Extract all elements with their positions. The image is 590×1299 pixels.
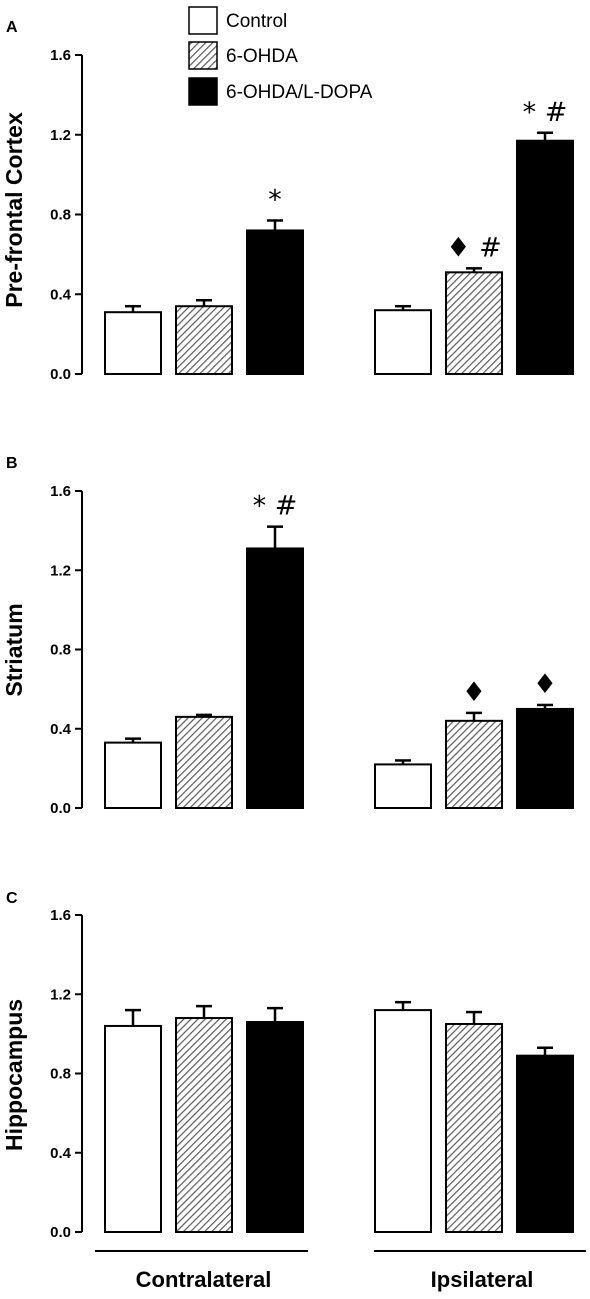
bar-control-ipsilateral	[374, 763, 432, 809]
legend-label: Control	[226, 11, 287, 32]
bar-6-ohda-l-dopa-contralateral	[246, 1020, 304, 1233]
significance-annotation: ♦	[462, 677, 486, 708]
y-axis-label: Striatum	[1, 603, 27, 696]
bar-6-ohda-ipsilateral	[445, 1022, 503, 1233]
panel-letter: B	[6, 455, 18, 472]
bar-6-ohda-l-dopa-ipsilateral	[516, 707, 574, 809]
significance-annotation: * #	[253, 491, 298, 522]
legend-label: 6-OHDA/L-DOPA	[226, 82, 373, 103]
significance-annotation: ♦	[533, 669, 557, 700]
legend-swatch	[188, 77, 218, 106]
panel-c: C Hippocampus 0.0 0.4 0.8 1.2 1.6	[1, 890, 574, 1241]
legend: Control 6-OHDA 6-OHDA/L-DOPA	[188, 6, 373, 106]
bar-control-contralateral	[104, 1024, 162, 1233]
bar-6-ohda-l-dopa-contralateral	[246, 547, 304, 809]
significance-annotation: * #	[523, 97, 568, 128]
y-tick-label: 0.4	[50, 1145, 72, 1162]
bar-6-ohda-ipsilateral	[445, 719, 503, 810]
bar-6-ohda-l-dopa-contralateral	[246, 229, 304, 375]
y-tick-label: 0.4	[50, 721, 72, 738]
y-tick-label: 0.8	[50, 207, 71, 224]
y-tick-label: 0.8	[50, 642, 71, 659]
y-axis-label: Hippocampus	[1, 999, 27, 1151]
panel-letter: A	[6, 19, 18, 36]
y-tick-label: 1.6	[50, 907, 71, 924]
group-labels: Contralateral Ipsilateral	[95, 1250, 586, 1292]
bar-6-ohda-contralateral	[175, 1017, 233, 1234]
legend-swatch	[188, 6, 218, 35]
bar-6-ohda-l-dopa-ipsilateral	[516, 139, 574, 375]
group-label: Contralateral	[136, 1267, 272, 1292]
legend-swatch	[188, 41, 218, 70]
y-tick-label: 0.0	[50, 1224, 71, 1241]
bar-control-ipsilateral	[374, 1009, 432, 1233]
y-tick-label: 1.2	[50, 127, 71, 144]
y-tick-label: 1.2	[50, 562, 71, 579]
significance-annotation: *	[268, 184, 282, 215]
bar-control-ipsilateral	[374, 309, 432, 376]
y-tick-label: 0.0	[50, 366, 71, 383]
y-tick-label: 1.2	[50, 986, 71, 1003]
significance-annotation: ♦ #	[446, 232, 501, 263]
y-axis-label: Pre-frontal Cortex	[1, 112, 27, 308]
bar-6-ohda-contralateral	[175, 305, 233, 375]
group-label: Ipsilateral	[431, 1267, 534, 1292]
y-tick-label: 0.8	[50, 1066, 71, 1083]
y-tick-label: 1.6	[50, 47, 71, 64]
y-tick-label: 0.0	[50, 800, 71, 817]
panel-letter: C	[6, 890, 18, 907]
y-tick-label: 1.6	[50, 483, 71, 500]
chart-panels: A Pre-frontal Cortex 0.0 0.4 0.8 1.2 1.6 ♦ # * * …	[1, 19, 574, 1241]
panel-a: A Pre-frontal Cortex 0.0 0.4 0.8 1.2 1.6 ♦ # * * …	[1, 19, 574, 383]
bar-6-ohda-contralateral	[175, 715, 233, 809]
y-tick-label: 0.4	[50, 286, 72, 303]
bar-6-ohda-ipsilateral	[445, 271, 503, 376]
panel-b: B Striatum 0.0 0.4 0.8 1.2 1.6 ♦ * # ♦	[1, 455, 574, 817]
legend-label: 6-OHDA	[226, 46, 298, 67]
bar-6-ohda-l-dopa-ipsilateral	[516, 1054, 574, 1233]
bar-control-contralateral	[104, 741, 162, 810]
bar-control-contralateral	[104, 311, 162, 376]
